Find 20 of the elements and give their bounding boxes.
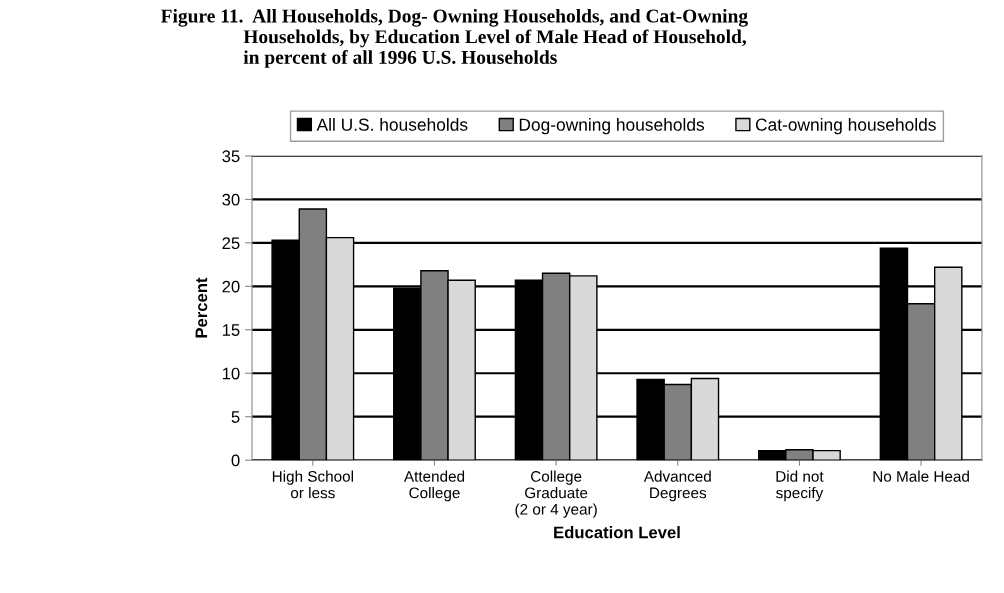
x-tick-label: High School or less	[272, 470, 353, 499]
y-tick-label: 35	[222, 150, 240, 163]
x-tick-label: Attended College	[403, 470, 465, 502]
x-tick-label: Advanced Degrees	[643, 470, 711, 502]
legend-label: Dog-owning households	[519, 118, 705, 135]
x-axis-title: Education Level	[554, 526, 680, 539]
y-tick-label: 30	[222, 193, 240, 206]
legend-label: All U.S. households	[316, 118, 468, 131]
y-axis-title: Percent	[195, 277, 208, 338]
x-tick-label: College Graduate (2 or 4 year)	[515, 470, 597, 518]
y-tick-label: 0	[231, 454, 240, 467]
x-tick-label: Did not specify	[776, 470, 824, 502]
x-tick-label: No Male Head	[873, 470, 969, 482]
y-tick-label: 15	[222, 324, 240, 336]
chart-title: Figure 11. All Households, Dog- Owning Households, and Cat-Owning Households, by Education Level of Male Head of Household, in percent of all 1996 U.S. Households	[160, 8, 748, 68]
y-tick-label: 5	[231, 411, 240, 423]
legend-label: Cat-owning households	[755, 118, 936, 135]
y-tick-label: 20	[222, 280, 240, 293]
y-tick-label: 10	[222, 367, 240, 380]
y-tick-label: 25	[222, 237, 240, 250]
